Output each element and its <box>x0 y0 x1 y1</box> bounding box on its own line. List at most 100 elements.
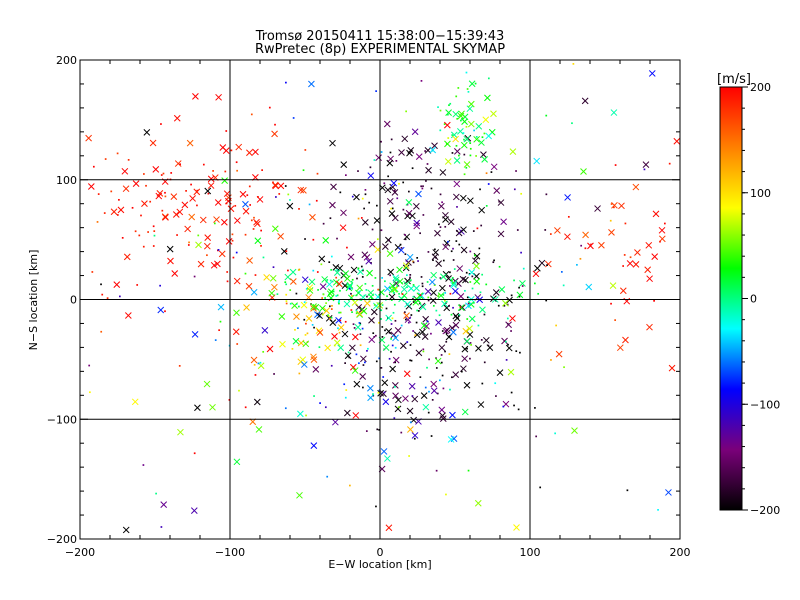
cross-marker <box>467 197 474 205</box>
dot-marker <box>278 193 281 195</box>
dot-marker <box>441 330 444 332</box>
cross-marker <box>271 181 279 189</box>
dot-marker <box>407 321 410 324</box>
dot-marker <box>460 119 462 122</box>
cross-marker <box>363 254 371 261</box>
dot-marker <box>388 357 391 360</box>
dot-marker <box>380 140 382 143</box>
dot-marker <box>410 359 413 362</box>
colorbar-label: [m/s] <box>717 72 751 87</box>
cross-marker <box>394 405 402 413</box>
dot-marker <box>179 163 181 166</box>
dot-marker <box>152 245 155 247</box>
dot-marker <box>478 247 481 250</box>
cross-marker <box>665 489 672 496</box>
dot-marker <box>259 361 262 364</box>
cross-marker <box>339 224 347 232</box>
dot-marker <box>562 284 565 287</box>
cross-marker <box>227 205 235 213</box>
cross-marker <box>360 307 368 315</box>
cross-marker <box>430 380 438 388</box>
dot-marker <box>390 323 393 325</box>
dot-marker <box>383 391 386 394</box>
cross-marker <box>392 276 400 284</box>
cross-marker <box>167 257 174 265</box>
dot-marker <box>134 230 137 233</box>
cross-marker <box>420 322 428 330</box>
cross-marker <box>505 321 512 329</box>
cross-marker <box>473 272 480 280</box>
dot-marker <box>473 254 476 257</box>
x-axis-label: E−W location [km] <box>328 558 431 571</box>
dot-marker <box>298 305 300 308</box>
dot-marker <box>305 288 308 290</box>
dot-marker <box>318 346 321 349</box>
dot-marker <box>471 275 474 278</box>
cross-marker <box>293 313 300 320</box>
dot-marker <box>164 195 167 198</box>
cross-marker <box>173 114 181 122</box>
dot-marker <box>427 296 430 299</box>
cross-marker <box>484 94 491 102</box>
cross-marker <box>318 255 326 263</box>
cross-marker <box>297 410 304 418</box>
dot-marker <box>378 429 381 431</box>
dot-marker <box>106 297 109 299</box>
dot-marker <box>328 261 331 264</box>
dot-marker <box>217 249 220 251</box>
dot-marker <box>313 395 315 397</box>
cross-marker <box>344 352 352 360</box>
dot-marker <box>614 164 617 166</box>
cross-marker <box>324 344 332 352</box>
cross-marker <box>117 206 125 214</box>
cross-marker <box>443 239 451 247</box>
dot-marker <box>435 469 438 472</box>
dot-marker <box>572 63 575 65</box>
dot-marker <box>472 301 475 304</box>
dot-marker <box>101 293 104 296</box>
cross-marker <box>375 154 383 162</box>
dot-marker <box>465 271 468 274</box>
cross-marker <box>383 120 391 128</box>
dot-marker <box>375 505 377 508</box>
cross-marker <box>441 300 448 308</box>
cross-marker <box>335 280 343 288</box>
dot-marker <box>609 219 612 222</box>
dot-marker <box>361 276 364 278</box>
cross-marker <box>425 166 432 174</box>
cross-marker <box>497 199 505 206</box>
dot-marker <box>444 225 447 228</box>
cross-marker <box>389 365 396 373</box>
cross-marker <box>301 276 309 284</box>
dot-marker <box>339 289 341 292</box>
cross-marker <box>452 135 459 143</box>
dot-marker <box>225 130 228 132</box>
cross-marker <box>442 243 449 251</box>
dot-marker <box>419 294 422 297</box>
dot-marker <box>481 382 484 385</box>
cross-marker <box>271 225 279 233</box>
dot-marker <box>178 365 181 367</box>
dot-marker <box>121 236 124 239</box>
cross-marker <box>399 342 407 350</box>
dot-marker <box>414 334 417 337</box>
dot-marker <box>355 294 358 297</box>
dot-marker <box>472 230 475 232</box>
dot-marker <box>409 344 412 346</box>
dot-marker <box>260 245 262 247</box>
cross-marker <box>445 109 452 116</box>
cross-marker <box>381 379 389 387</box>
cross-marker <box>166 245 174 253</box>
dot-marker <box>347 351 350 354</box>
cross-marker <box>450 131 458 139</box>
cross-marker <box>435 260 442 268</box>
cross-marker <box>450 328 457 336</box>
cross-marker <box>465 302 472 310</box>
dot-marker <box>351 294 353 297</box>
cross-marker <box>392 334 399 342</box>
dot-marker <box>160 526 163 528</box>
cross-marker <box>392 392 399 400</box>
dot-marker <box>449 285 451 287</box>
dot-marker <box>97 193 100 195</box>
cross-marker <box>322 237 330 244</box>
